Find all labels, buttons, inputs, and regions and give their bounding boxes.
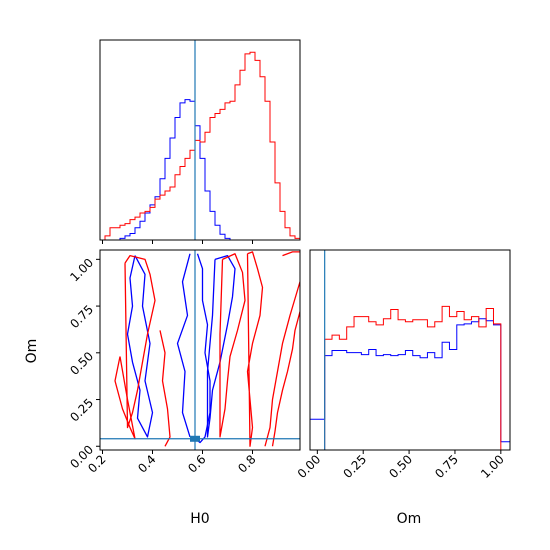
contour-line-red: [271, 311, 300, 447]
h0-tick-label: 0.4: [135, 452, 158, 475]
contour-h0-om-panel: 0.2 0.4 0.6 0.80.000.250.500.751.00: [67, 249, 301, 476]
contour-line-red: [159, 330, 171, 447]
contour-line-blue: [206, 254, 236, 438]
om-x-tick-label: 1.00: [478, 452, 507, 481]
x-axis-label-h0: H0: [190, 511, 209, 527]
truth-marker: [190, 435, 200, 442]
y-axis-label-om: Om: [24, 339, 40, 364]
histogram-h0-panel: [99, 39, 301, 244]
axis-labels: H0 Om Om: [24, 339, 421, 527]
om-hist-series-red: [310, 305, 510, 451]
om-hist-frame: [309, 249, 511, 451]
om-x-tick-label: 0.75: [432, 452, 461, 481]
om-y-tick-label: 0.25: [67, 396, 96, 425]
contour-line-red: [282, 251, 300, 257]
om-y-tick-label: 0.75: [67, 302, 96, 331]
histogram-om-panel: 0.00 0.25 0.50 0.75 1.00: [295, 249, 511, 481]
h0-hist-series-red: [100, 51, 301, 241]
contour-line-red: [219, 253, 246, 438]
contour-line-blue: [176, 253, 191, 438]
om-hist-series-blue: [309, 318, 511, 450]
om-y-tick-label: 1.00: [67, 256, 96, 285]
om-x-tick-label: 0.50: [386, 452, 415, 481]
contour-line-red: [114, 356, 136, 440]
h0-tick-label: 0.6: [185, 452, 208, 475]
contour-lines: [100, 250, 300, 450]
contour-line-blue: [126, 255, 154, 438]
h0-tick-label: 0.8: [235, 452, 258, 475]
contour-frame: [99, 249, 301, 451]
om-y-tick-label: 0.50: [67, 349, 96, 378]
contour-line-red: [246, 251, 264, 447]
om-x-tick-label: 0.00: [295, 452, 324, 481]
om-x-tick-label: 0.25: [341, 452, 370, 481]
h0-hist-frame: [99, 39, 301, 241]
contour-line-red: [264, 281, 300, 447]
x-axis-label-om: Om: [397, 511, 422, 527]
